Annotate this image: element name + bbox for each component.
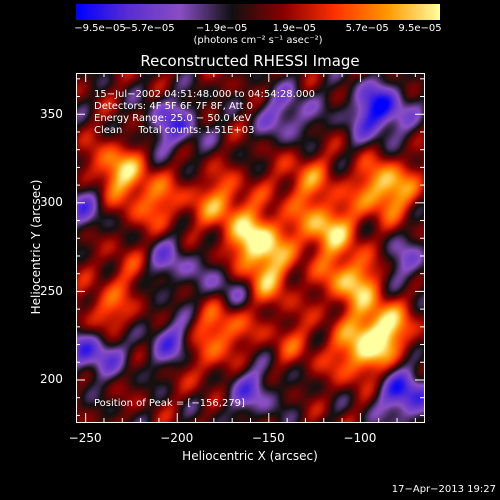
x-tick-label: −150 bbox=[251, 431, 285, 445]
annotation-detectors: Detectors: 4F 5F 6F 7F 8F, Att 0 bbox=[94, 101, 254, 112]
colorbar-units: (photons cm⁻² s⁻¹ asec⁻²) bbox=[193, 35, 323, 46]
x-tick-label: −200 bbox=[160, 431, 194, 445]
y-tick-label: 250 bbox=[40, 283, 63, 298]
colorbar-tick-label: −9.5e−05 bbox=[74, 23, 126, 34]
annotation-energy-range: Energy Range: 25.0 − 50.0 keV bbox=[94, 113, 252, 124]
colorbar-tick-label: −1.9e−05 bbox=[195, 23, 248, 34]
annotation-time-range: 15−Jul−2002 04:51:48.000 to 04:54:28.000 bbox=[94, 89, 315, 100]
annotation-counts: Clean Total counts: 1.51E+03 bbox=[94, 125, 255, 136]
colorbar-tick-label: 1.9e−05 bbox=[272, 23, 316, 34]
y-tick-label: 350 bbox=[40, 106, 63, 121]
y-axis-label: Heliocentric Y (arcsec) bbox=[29, 179, 43, 315]
x-tick-label: −250 bbox=[68, 431, 102, 445]
x-axis-label: Heliocentric X (arcsec) bbox=[182, 449, 318, 463]
y-tick-label: 200 bbox=[40, 372, 63, 387]
colorbar bbox=[76, 4, 440, 20]
colorbar-tick-label: −5.7e−05 bbox=[123, 23, 175, 34]
x-tick-label: −100 bbox=[343, 431, 377, 445]
y-tick-label: 300 bbox=[40, 195, 63, 210]
colorbar-tick-label: 9.5e−05 bbox=[398, 23, 442, 34]
colorbar-tick-label: 5.7e−05 bbox=[345, 23, 389, 34]
heatmap-image bbox=[76, 73, 424, 422]
chart-title: Reconstructed RHESSI Image bbox=[140, 52, 360, 70]
annotation-peak-position: Position of Peak = [−156,279] bbox=[94, 398, 245, 409]
plot-timestamp: 17−Apr−2013 19:27 bbox=[391, 484, 496, 495]
